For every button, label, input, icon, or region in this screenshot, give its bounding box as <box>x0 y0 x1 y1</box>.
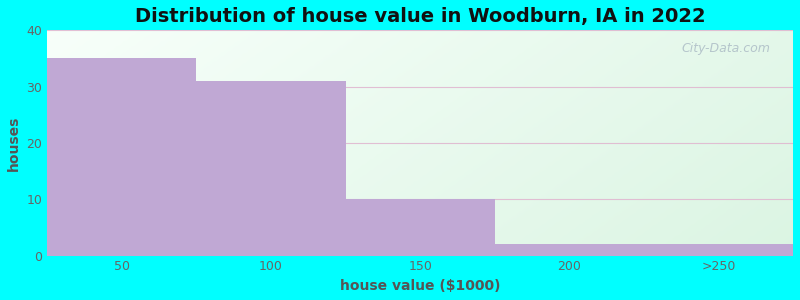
Bar <box>197 81 346 256</box>
X-axis label: house value ($1000): house value ($1000) <box>340 279 500 293</box>
Bar <box>644 244 793 256</box>
Title: Distribution of house value in Woodburn, IA in 2022: Distribution of house value in Woodburn,… <box>135 7 706 26</box>
Bar <box>346 199 494 256</box>
Bar <box>47 58 197 256</box>
Text: City-Data.com: City-Data.com <box>682 41 770 55</box>
Bar <box>494 244 644 256</box>
Y-axis label: houses: houses <box>7 115 21 171</box>
